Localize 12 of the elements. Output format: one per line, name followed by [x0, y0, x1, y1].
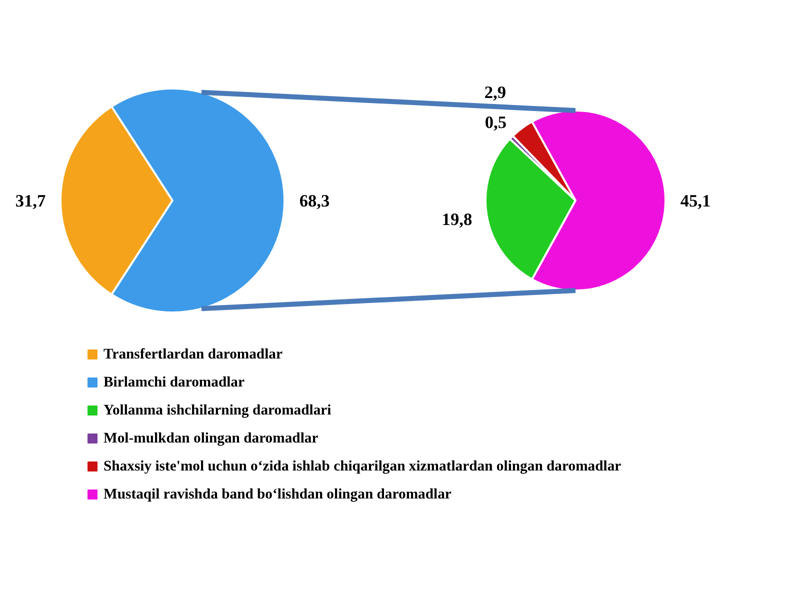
legend-label: Birlamchi daromadlar: [104, 374, 245, 390]
data-label: 31,7: [15, 192, 46, 210]
legend-label: Yollanma ishchilarning daromadlari: [104, 402, 332, 418]
data-label: 19,8: [442, 210, 472, 230]
legend-label: Shaxsiy iste'mol uchun o‘zida ishlab chiqarilgan xizmatlardan olingan daromadlar: [104, 458, 622, 474]
data-label: 45,1: [680, 192, 711, 210]
legend-label: Transfertlardan daromadlar: [104, 346, 283, 362]
data-label: 0,5: [484, 112, 507, 132]
data-label: 2,9: [484, 82, 506, 102]
legend-label: Mol-mulkdan olingan daromadlar: [104, 430, 319, 446]
data-label: 68,3: [299, 192, 330, 210]
legend-label: Mustaqil ravishda band bo‘lishdan olingan daromadlar: [104, 486, 452, 502]
